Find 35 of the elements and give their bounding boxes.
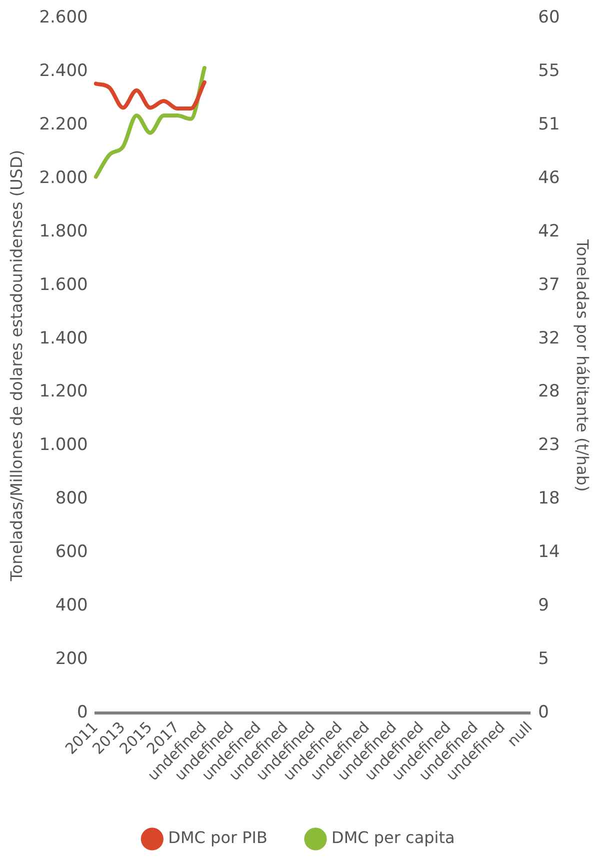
y2-tick-label: 14 — [538, 542, 560, 562]
y-tick-label: 2.200 — [39, 114, 88, 134]
line-series — [94, 66, 206, 179]
y2-tick-label: 9 — [538, 595, 549, 616]
x-tick-label: null — [504, 718, 536, 750]
y-tick-label: 1.800 — [39, 221, 88, 242]
y2-tick-label: 18 — [538, 488, 560, 509]
y2-tick-label: 46 — [538, 168, 560, 188]
y-tick-label: 600 — [55, 542, 88, 562]
line-series — [94, 80, 206, 111]
y2-tick-label: 42 — [538, 221, 560, 242]
y-tick-label: 0 — [77, 702, 88, 722]
y-tick-label: 200 — [55, 648, 88, 669]
y2-tick-label: 0 — [538, 702, 549, 722]
y2-tick-label: 28 — [538, 382, 560, 402]
y-tick-label: 1.400 — [39, 328, 88, 348]
y-tick-label: 1.600 — [39, 274, 88, 295]
y-tick-label: 2.400 — [39, 61, 88, 82]
legend-label: DMC per capita — [332, 828, 455, 848]
y2-tick-label: 55 — [538, 61, 560, 82]
y2-tick-label: 51 — [538, 114, 560, 135]
y-tick-label: 2.600 — [39, 8, 88, 28]
legend-label: DMC por PIB — [168, 828, 268, 848]
y-axis-title: Toneladas/Millones de dolares estadounidenses (USD) — [6, 150, 26, 582]
y2-tick-label: 32 — [538, 328, 560, 348]
y-tick-label: 1.000 — [39, 435, 88, 456]
y2-tick-label: 5 — [538, 648, 549, 669]
y2-tick-label: 60 — [538, 8, 560, 28]
y2-tick-label: 23 — [538, 435, 560, 456]
y2-tick-label: 37 — [538, 274, 560, 295]
y-tick-label: 2.000 — [39, 168, 88, 188]
y-tick-label: 800 — [55, 488, 88, 509]
y-tick-label: 400 — [55, 595, 88, 616]
y2-axis-title: Toneladas por hábitante (t/hab) — [573, 238, 592, 492]
y-tick-label: 1.200 — [39, 382, 88, 402]
